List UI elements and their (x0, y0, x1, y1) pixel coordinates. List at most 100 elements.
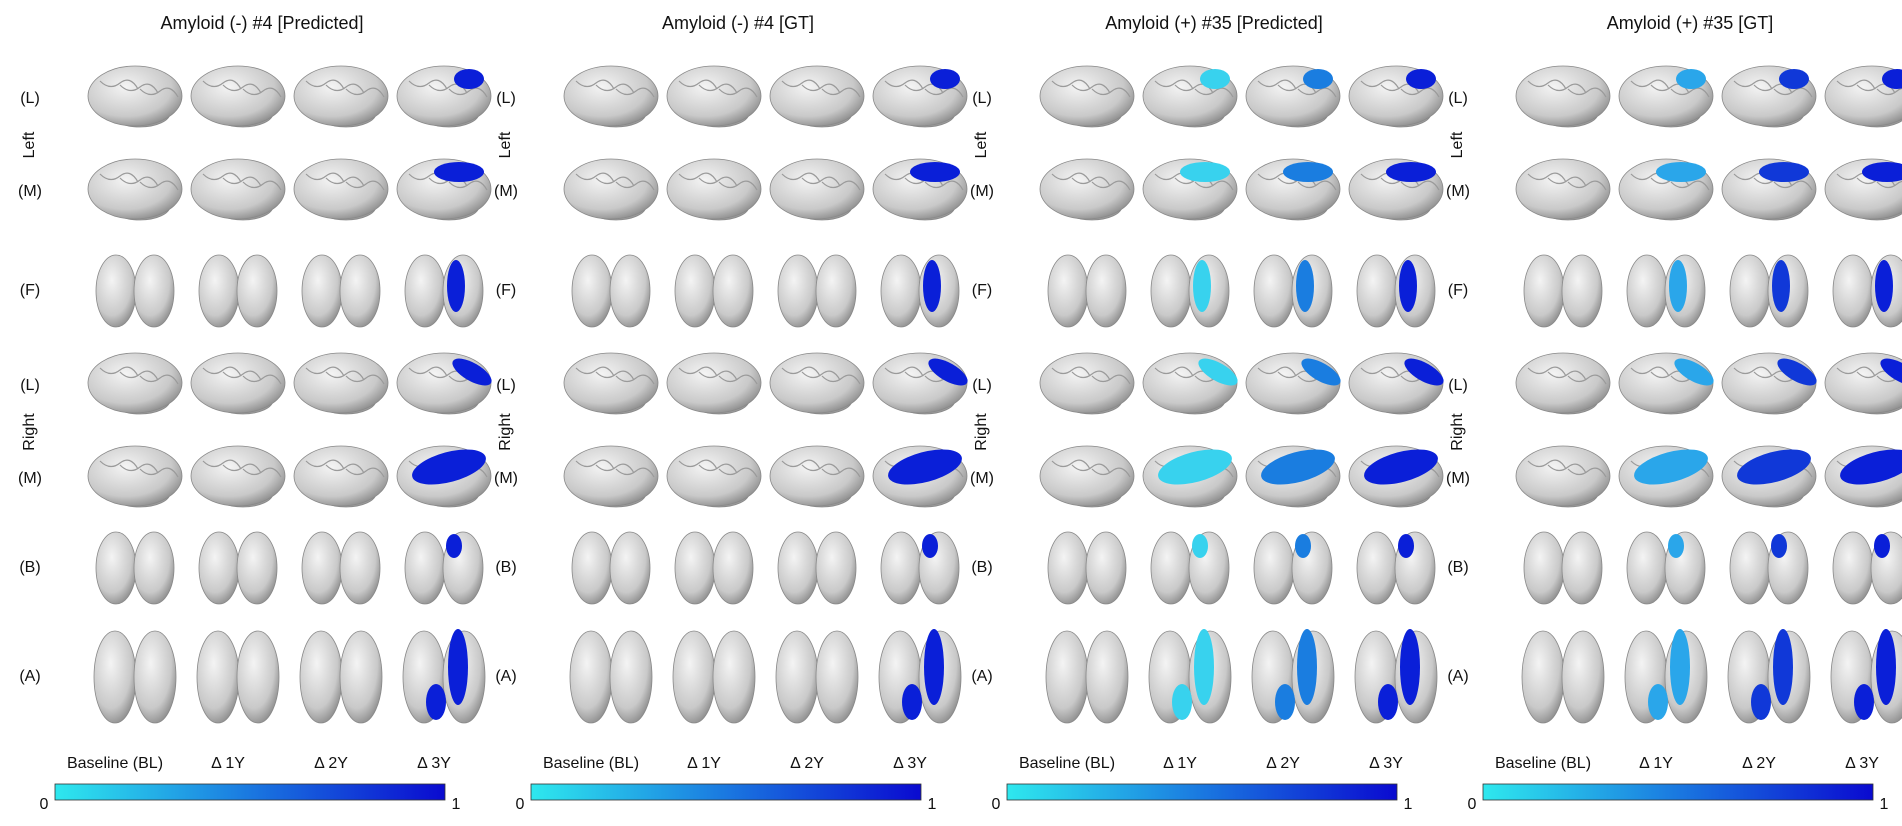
gyrus (202, 459, 242, 470)
colorbar (54, 783, 446, 801)
gyrus (1091, 87, 1131, 98)
brain (1039, 65, 1135, 128)
brain (1727, 629, 1811, 724)
brain-part (1515, 65, 1611, 127)
gyrus (242, 467, 282, 478)
gyrus (678, 79, 718, 90)
panel-title: Amyloid (+) #35 [GT] (1607, 13, 1774, 33)
side-label: Left (21, 131, 38, 158)
brain-part (1840, 449, 1902, 485)
gyrus (119, 83, 159, 94)
column-label: Δ 2Y (1266, 755, 1300, 772)
column-label: Baseline (BL) (543, 755, 639, 772)
brain-part (196, 630, 240, 724)
gyrus (448, 87, 488, 98)
brain (190, 352, 286, 415)
brain (1832, 254, 1902, 328)
brain-part (1523, 254, 1565, 328)
brain (404, 531, 484, 605)
brain-part (87, 158, 183, 220)
brain (1348, 445, 1444, 508)
row-label: (L) (496, 377, 516, 394)
brain (1824, 352, 1902, 415)
brain (878, 629, 962, 724)
brain-part (769, 445, 865, 507)
brain (1618, 445, 1714, 508)
row-label: (B) (1447, 559, 1468, 576)
brain-part (674, 254, 716, 328)
side-label: Right (1449, 413, 1466, 451)
gyrus (781, 366, 821, 377)
side-label: Right (973, 413, 990, 451)
brain-part (1398, 534, 1414, 558)
brain-part (339, 531, 381, 605)
gyrus (1154, 79, 1194, 90)
brain (880, 254, 960, 328)
column-label: Baseline (BL) (67, 755, 163, 772)
gyrus (1567, 180, 1607, 191)
brain-part (446, 534, 462, 558)
gyrus (1360, 79, 1400, 90)
row-label: (L) (20, 90, 40, 107)
brain (1253, 531, 1333, 605)
brain-part (426, 684, 446, 720)
brain-part (452, 358, 492, 386)
brain (672, 630, 756, 724)
brain-part (1515, 352, 1611, 414)
brain (1515, 158, 1611, 221)
brain (1039, 352, 1135, 415)
brain (571, 254, 651, 328)
brain-part (924, 629, 944, 705)
brain-part (1523, 531, 1565, 605)
gyrus (305, 79, 345, 90)
brain (1729, 531, 1809, 605)
brain (872, 158, 968, 221)
gyrus (1154, 366, 1194, 377)
brain (1618, 65, 1714, 128)
brain (1354, 629, 1438, 724)
row-label: (M) (494, 470, 518, 487)
brain-part (1862, 162, 1902, 182)
column-label: Δ 1Y (1163, 755, 1197, 772)
gyrus (821, 180, 861, 191)
gyrus (924, 180, 964, 191)
brain-part (301, 254, 343, 328)
brain (769, 158, 865, 221)
gyrus (1360, 366, 1400, 377)
brain (1515, 65, 1611, 128)
gyrus (1547, 463, 1587, 474)
brain-part (775, 630, 819, 724)
column-label: Δ 3Y (417, 755, 451, 772)
brain-part (712, 630, 756, 724)
brain-part (777, 254, 819, 328)
brain-part (1085, 254, 1127, 328)
brain-part (87, 352, 183, 414)
gyrus (139, 180, 179, 191)
brain-part (1515, 158, 1611, 220)
brain (1624, 629, 1708, 724)
colorbar-min: 0 (1468, 796, 1477, 813)
brain-part (293, 65, 389, 127)
brain-part (1039, 65, 1135, 127)
brain (1142, 65, 1238, 128)
brain (93, 630, 177, 724)
brain (569, 630, 653, 724)
brain (87, 352, 183, 415)
panel-title: Amyloid (+) #35 [Predicted] (1105, 13, 1323, 33)
gyrus (202, 366, 242, 377)
brain-part (1854, 684, 1874, 720)
brain-part (666, 352, 762, 414)
brain-part (1150, 254, 1192, 328)
gyrus (575, 459, 615, 470)
brain-part (95, 531, 137, 605)
brain-part (1356, 254, 1398, 328)
brain-part (1668, 534, 1684, 558)
gyrus (325, 176, 365, 187)
colorbar-max: 1 (1404, 796, 1413, 813)
brain-part (563, 352, 659, 414)
gyrus (139, 87, 179, 98)
brain-part (448, 629, 468, 705)
gyrus (222, 176, 262, 187)
gyrus (1527, 79, 1567, 90)
